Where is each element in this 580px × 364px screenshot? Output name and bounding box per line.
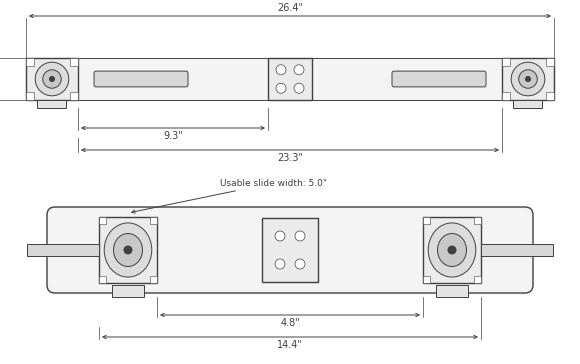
Text: 23.3": 23.3": [277, 153, 303, 163]
Bar: [423, 217, 481, 283]
Bar: [423, 217, 430, 224]
Bar: [99, 276, 106, 283]
Bar: [513, 100, 542, 108]
Circle shape: [276, 83, 286, 93]
Bar: [26, 58, 78, 100]
Bar: [502, 58, 554, 100]
Circle shape: [275, 231, 285, 241]
Circle shape: [511, 62, 545, 96]
Bar: [150, 217, 157, 224]
Ellipse shape: [428, 223, 476, 277]
Text: 9.3": 9.3": [163, 131, 183, 141]
Ellipse shape: [437, 233, 466, 266]
Text: 4.8": 4.8": [280, 318, 300, 328]
Bar: [502, 58, 510, 66]
Circle shape: [294, 65, 304, 75]
Text: Usable slide width: 5.0": Usable slide width: 5.0": [132, 178, 327, 213]
Ellipse shape: [104, 223, 152, 277]
FancyBboxPatch shape: [94, 71, 188, 87]
Bar: [474, 276, 481, 283]
Bar: [99, 217, 106, 224]
Ellipse shape: [114, 233, 143, 266]
Bar: [546, 92, 554, 100]
Bar: [26, 58, 34, 66]
Bar: [38, 100, 66, 108]
Circle shape: [49, 76, 55, 82]
Circle shape: [448, 246, 456, 254]
Circle shape: [295, 259, 305, 269]
Bar: [70, 92, 78, 100]
FancyBboxPatch shape: [392, 71, 486, 87]
Circle shape: [275, 259, 285, 269]
Bar: [502, 92, 510, 100]
Text: 26.4": 26.4": [277, 3, 303, 13]
Circle shape: [294, 83, 304, 93]
Bar: [78, 58, 502, 100]
Bar: [423, 276, 430, 283]
Bar: [70, 58, 78, 66]
Circle shape: [525, 76, 531, 82]
Bar: [436, 285, 467, 297]
Bar: [481, 244, 553, 256]
Bar: [150, 276, 157, 283]
Bar: [99, 217, 157, 283]
Bar: [27, 244, 99, 256]
Circle shape: [124, 246, 132, 254]
Text: 14.4": 14.4": [277, 340, 303, 350]
FancyBboxPatch shape: [47, 207, 533, 293]
Circle shape: [295, 231, 305, 241]
Bar: [26, 92, 34, 100]
Circle shape: [276, 65, 286, 75]
Bar: [112, 285, 144, 297]
Bar: [474, 217, 481, 224]
Bar: [546, 58, 554, 66]
Circle shape: [43, 70, 61, 88]
Circle shape: [519, 70, 537, 88]
Bar: [262, 218, 318, 282]
Circle shape: [35, 62, 69, 96]
Bar: [268, 58, 312, 100]
